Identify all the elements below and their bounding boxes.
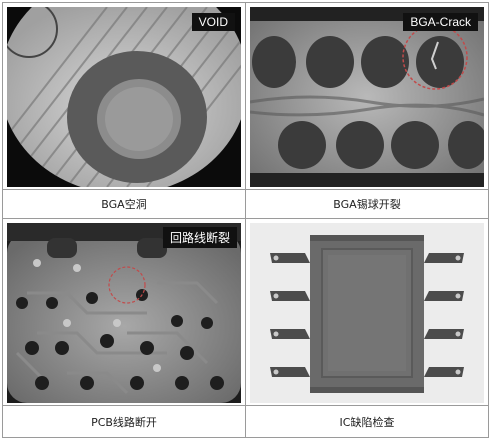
defect-label: 回路线断裂 [162,227,237,248]
xray-image-bga-crack: BGA-Crack [250,7,484,187]
panel-pcb-trace: 回路线断裂 PCB线路断开 [3,219,245,437]
xray-image-pcb-trace: 回路线断裂 [7,223,241,403]
panel-caption: BGA锡球开裂 [246,189,488,218]
xray-image-void: VOID [7,7,241,187]
xray-image-ic [250,223,484,403]
panel-void: VOID BGA空洞 [3,3,245,218]
grid-horizontal-divider [3,218,488,219]
grid-vertical-divider [245,3,246,437]
panel-caption: BGA空洞 [3,189,245,218]
panel-ic-inspection: IC缺陷检查 [246,219,488,437]
panel-bga-crack: BGA-Crack BGA锡球开裂 [246,3,488,218]
defect-label: VOID [191,13,235,31]
defect-label: BGA-Crack [403,13,478,31]
inspection-image-grid: VOID BGA空洞 [2,2,489,438]
panel-caption: IC缺陷检查 [246,405,488,437]
panel-caption: PCB线路断开 [3,405,245,437]
